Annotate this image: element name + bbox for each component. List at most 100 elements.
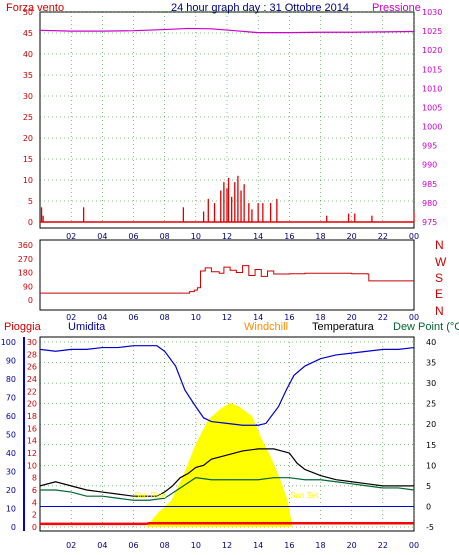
pressure-tick: 1010 xyxy=(422,84,442,93)
direction-x-tick: 08 xyxy=(160,313,170,322)
rain-tick: 30 xyxy=(27,338,37,347)
pressure-tick: 1015 xyxy=(422,65,442,74)
temperature-axis: 40 35 30 25 20 15 10 5 0 -5 xyxy=(426,338,436,532)
humidity-tick: 40 xyxy=(6,449,16,458)
top-x-tick: 10 xyxy=(191,232,201,241)
dir-label-n-top: N xyxy=(435,238,444,252)
dir-label-n-bottom: N xyxy=(435,304,444,318)
bottom-x-tick: 12 xyxy=(222,541,232,550)
top-x-tick: 02 xyxy=(66,232,76,241)
humidity-tick: 20 xyxy=(6,486,16,495)
rain-label: Pioggia xyxy=(4,321,42,333)
wind-speed-tick: 0 xyxy=(28,218,33,227)
temperature-tick: 0 xyxy=(426,502,431,511)
pressure-tick: 1025 xyxy=(422,27,442,36)
rain-tick: 26 xyxy=(27,363,37,372)
direction-tick: 0 xyxy=(28,296,33,305)
direction-x-tick: 18 xyxy=(315,313,325,322)
rain-tick: 20 xyxy=(27,400,37,409)
wind-speed-tick: 50 xyxy=(23,8,33,17)
humidity-tick: 0 xyxy=(11,523,16,532)
top-x-tick: 12 xyxy=(222,232,232,241)
humidity-tick: 80 xyxy=(6,375,16,384)
rain-tick: 16 xyxy=(27,424,37,433)
direction-x-tick: 04 xyxy=(97,313,107,322)
top-x-tick: 06 xyxy=(128,232,138,241)
temperature-tick: 15 xyxy=(426,441,436,450)
direction-x-tick: 22 xyxy=(378,313,388,322)
direction-x-tick: 06 xyxy=(128,313,138,322)
rain-tick: 24 xyxy=(27,375,37,384)
pressure-tick: 1000 xyxy=(422,123,442,132)
windchill-label: Windchill xyxy=(244,321,288,333)
direction-x-tick: 14 xyxy=(253,313,263,322)
bottom-x-tick: 10 xyxy=(191,541,201,550)
top-x-tick: 00 xyxy=(409,232,419,241)
wind-speed-tick: 20 xyxy=(23,134,33,143)
dir-label-e: E xyxy=(435,287,443,301)
bottom-x-tick: 04 xyxy=(97,541,107,550)
pressure-tick: 990 xyxy=(422,161,437,170)
bottom-x-tick: 20 xyxy=(347,541,357,550)
bottom-x-tick: 00 xyxy=(409,541,419,550)
wind-speed-series xyxy=(40,175,415,223)
temperature-tick: 35 xyxy=(426,359,436,368)
rain-tick: 2 xyxy=(32,511,37,520)
wind-speed-tick: 40 xyxy=(23,50,33,59)
direction-x-tick: 10 xyxy=(191,313,201,322)
wind-speed-label: Forza vento xyxy=(6,2,64,14)
humidity-tick: 60 xyxy=(6,412,16,421)
dir-label-s: S xyxy=(435,271,443,285)
wind-speed-tick: 45 xyxy=(23,29,33,38)
bottom-x-axis: 02 04 06 08 10 12 14 16 18 20 22 00 xyxy=(66,541,419,550)
wind-speed-tick: 15 xyxy=(23,155,33,164)
temperature-tick: 5 xyxy=(426,482,431,491)
direction-tick: 180 xyxy=(18,269,33,278)
direction-axis: 360 270 180 90 0 xyxy=(18,241,33,305)
temperature-tick: 40 xyxy=(426,338,436,347)
rain-tick: 28 xyxy=(27,350,37,359)
direction-x-tick: 12 xyxy=(222,313,232,322)
temperature-series-line xyxy=(39,448,414,497)
wind-direction-series-line xyxy=(40,265,414,294)
rain-series-line xyxy=(40,522,414,526)
pressure-tick: 975 xyxy=(422,218,437,227)
bottom-x-tick: 02 xyxy=(66,541,76,550)
rain-tick: 14 xyxy=(27,437,37,446)
rain-tick: 8 xyxy=(32,474,37,483)
pressure-tick: 1005 xyxy=(422,103,442,112)
top-x-tick: 18 xyxy=(315,232,325,241)
dir-label-w: W xyxy=(435,255,447,269)
bottom-x-tick: 16 xyxy=(284,541,294,550)
temperature-tick: 25 xyxy=(426,400,436,409)
direction-x-tick: 16 xyxy=(284,313,294,322)
humidity-label: Umidita xyxy=(68,321,106,333)
wind-speed-tick: 30 xyxy=(23,92,33,101)
pressure-tick: 1030 xyxy=(422,8,442,17)
wind-speed-tick: 5 xyxy=(28,197,33,206)
chart-title: 24 hour graph day : 31 Ottobre 2014 xyxy=(171,2,349,14)
temperature-tick: -5 xyxy=(426,523,434,532)
wind-speed-tick: 10 xyxy=(23,176,33,185)
humidity-tick: 90 xyxy=(6,357,16,366)
direction-x-tick: 00 xyxy=(409,313,419,322)
pressure-axis: 1030 1025 1020 1015 1010 1005 1000 995 990 985 980… xyxy=(422,8,442,227)
sun-rise-annotation: Sun Rise xyxy=(134,491,167,500)
dewpoint-label: Dew Point (°C xyxy=(393,321,459,333)
solar-radiation-area xyxy=(40,403,414,527)
top-x-tick: 08 xyxy=(160,232,170,241)
humidity-tick: 70 xyxy=(6,394,16,403)
wind-speed-tick: 35 xyxy=(23,71,33,80)
top-x-tick: 20 xyxy=(347,232,357,241)
top-x-axis: 02 04 06 08 10 12 14 16 18 20 22 00 xyxy=(66,232,419,241)
pressure-tick: 995 xyxy=(422,142,437,151)
rain-tick: 12 xyxy=(27,449,37,458)
direction-x-tick: 02 xyxy=(66,313,76,322)
bottom-x-tick: 08 xyxy=(160,541,170,550)
rain-tick: 10 xyxy=(27,461,37,470)
direction-tick: 270 xyxy=(18,255,33,264)
bottom-x-tick: 14 xyxy=(253,541,263,550)
